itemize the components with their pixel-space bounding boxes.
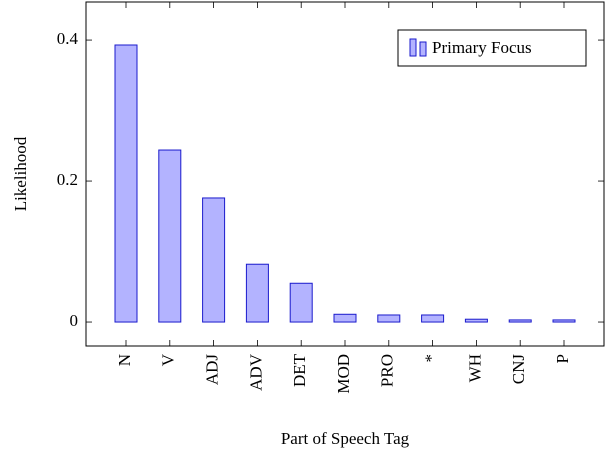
bar (245, 263, 269, 323)
x-tick-label: WH (465, 354, 484, 382)
x-tick-label: P (553, 354, 572, 363)
bar (333, 313, 357, 323)
x-tick-label: CNJ (509, 354, 528, 385)
legend-swatch (409, 38, 417, 57)
plot-frame (85, 1, 605, 347)
bar (377, 314, 401, 323)
x-tick-label: MOD (334, 354, 353, 394)
bar (552, 319, 576, 323)
x-tick-label: PRO (378, 354, 397, 387)
legend-box (397, 29, 587, 67)
x-axis-label: Part of Speech Tag (281, 429, 410, 448)
x-tick-label: ADJ (203, 354, 222, 386)
legend-label: Primary Focus (432, 38, 532, 57)
y-tick-label: 0.4 (57, 29, 79, 48)
y-axis-label: Likelihood (11, 136, 30, 211)
bar (508, 319, 532, 323)
bar (289, 282, 313, 323)
x-tick-label: * (422, 354, 441, 363)
bar (421, 314, 445, 323)
x-tick-label: DET (290, 353, 309, 387)
x-tick-label: N (115, 354, 134, 366)
x-tick-label: V (159, 353, 178, 366)
bar (464, 318, 488, 323)
bar (202, 197, 226, 323)
bar (114, 44, 138, 323)
x-tick-label: ADV (246, 353, 265, 391)
y-tick-label: 0.2 (57, 170, 78, 189)
y-tick-label: 0 (70, 311, 79, 330)
bar (158, 149, 182, 323)
legend-swatch (419, 41, 427, 57)
